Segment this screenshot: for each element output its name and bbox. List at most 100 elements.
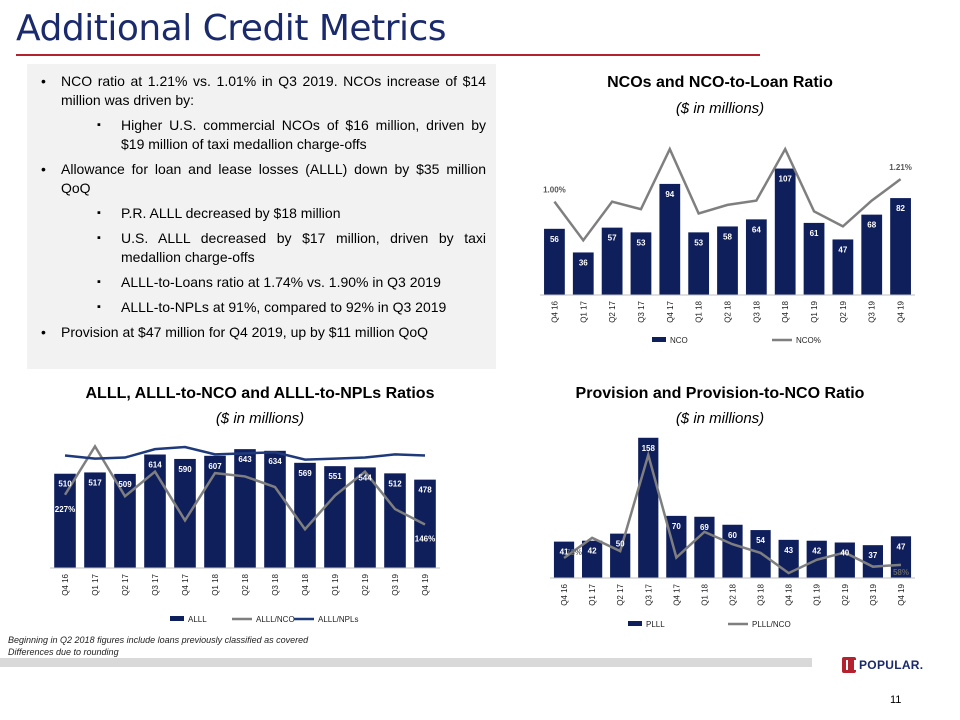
nco-chart: 1.00% 1.21% 56 36 57 53 94 53 58 64 107 61 47 68 82 Q4 … — [540, 146, 915, 345]
alll-bar — [294, 462, 316, 568]
nco-bar — [774, 168, 796, 295]
provision-bar-label: 50 — [616, 540, 625, 549]
alll-category-label: Q4 16 — [61, 573, 70, 595]
provision-bar — [862, 545, 883, 578]
alll-bar — [174, 458, 196, 568]
alll-category-label: Q4 18 — [301, 573, 310, 595]
alll-category-label: Q3 18 — [271, 573, 280, 595]
title-rule — [16, 54, 760, 56]
provision-category-label: Q2 17 — [616, 583, 625, 605]
nco-line-nco — [553, 146, 902, 243]
alll-category-label: Q3 17 — [151, 573, 160, 595]
provision-bar-label: 42 — [812, 547, 821, 556]
alll-bar — [264, 450, 286, 568]
nco-bar — [890, 198, 911, 295]
nco-bar — [572, 252, 594, 295]
nco-bar-label: 94 — [665, 190, 674, 199]
nco-bar-label: 53 — [637, 238, 646, 247]
nco-legend-swatch — [652, 337, 666, 342]
bullet-panel: NCO ratio at 1.21% vs. 1.01% in Q3 2019.… — [27, 64, 496, 369]
provision-bar-label: 43 — [784, 546, 793, 555]
provision-bar-label: 47 — [897, 542, 906, 551]
bullet-list: NCO ratio at 1.21% vs. 1.01% in Q3 2019.… — [37, 72, 486, 342]
provision-legend-label: PLLL/NCO — [752, 620, 791, 629]
provision-bar-label: 37 — [868, 551, 877, 560]
alll-bar — [324, 466, 346, 568]
alll-category-label: Q1 19 — [331, 573, 340, 595]
alll-bar-label: 544 — [358, 473, 372, 482]
alll-bar — [114, 473, 136, 568]
nco-bar-label: 36 — [579, 258, 588, 267]
provision-line-label: 58% — [893, 568, 909, 577]
nco-bar — [745, 219, 767, 295]
alll-category-label: Q1 18 — [211, 573, 220, 595]
sub-bullet-item: P.R. ALLL decreased by $18 million — [37, 204, 486, 223]
alll-category-label: Q2 17 — [121, 573, 130, 595]
provision-category-label: Q2 19 — [841, 583, 850, 605]
provision-bar-label: 60 — [728, 531, 737, 540]
nco-bar — [630, 232, 652, 295]
nco-bar-label: 57 — [608, 234, 617, 243]
nco-category-label: Q1 19 — [810, 300, 819, 322]
provision-bar-label: 158 — [642, 444, 656, 453]
alll-category-label: Q2 19 — [361, 573, 370, 595]
alll-chart: 227% 146% 91% 91% 510 517 509 614 590 607 643 634 56… — [50, 439, 440, 624]
alll-line-alllnco — [63, 443, 426, 532]
provision-category-label: Q1 18 — [700, 583, 709, 605]
alll-bar-label: 509 — [118, 480, 132, 489]
alll-category-label: Q3 19 — [391, 573, 400, 595]
alll-bar-label: 517 — [88, 478, 102, 487]
alll-bar-label: 614 — [148, 461, 162, 470]
provision-bar — [666, 515, 687, 578]
nco-bar-label: 58 — [723, 232, 732, 241]
provision-category-label: Q3 18 — [757, 583, 766, 605]
provision-category-label: Q4 16 — [560, 583, 569, 605]
popular-logo: POPULAR. — [842, 657, 923, 673]
alll-bar-label: 569 — [298, 469, 312, 478]
alll-bar-label: 607 — [208, 462, 222, 471]
nco-bar-label: 56 — [550, 235, 559, 244]
page-number: 11 — [890, 694, 902, 706]
alll-bar — [54, 473, 76, 568]
alll-bar-label: 634 — [268, 457, 282, 466]
alll-chart-subtitle: ($ in millions) — [215, 410, 305, 427]
nco-line-label: 1.21% — [889, 163, 912, 172]
nco-bar-label: 61 — [810, 229, 819, 238]
alll-bar-label: 551 — [328, 472, 342, 481]
nco-category-label: Q3 17 — [637, 300, 646, 322]
nco-bar — [803, 222, 825, 295]
provision-bar-label: 42 — [588, 547, 597, 556]
nco-category-label: Q3 19 — [868, 300, 877, 322]
alll-bar-label: 478 — [418, 486, 432, 495]
sub-bullet-item: ALLL-to-NPLs at 91%, compared to 92% in … — [37, 298, 486, 317]
alll-category-label: Q4 17 — [181, 573, 190, 595]
popular-logo-icon — [842, 657, 856, 673]
nco-legend-label: NCO — [670, 336, 688, 345]
provision-bar — [890, 536, 912, 578]
nco-bar-label: 82 — [896, 204, 905, 213]
alll-line-label: 146% — [415, 534, 435, 543]
provision-chart-title: Provision and Provision-to-NCO Ratio — [575, 385, 865, 402]
nco-category-label: Q2 19 — [839, 300, 848, 322]
provision-category-label: Q4 18 — [785, 583, 794, 605]
nco-category-label: Q2 18 — [724, 300, 733, 322]
sub-bullet-item: ALLL-to-Loans ratio at 1.74% vs. 1.90% i… — [37, 273, 486, 292]
provision-category-label: Q4 17 — [672, 583, 681, 605]
alll-legend-swatch — [170, 616, 184, 621]
sub-bullet-item: U.S. ALLL decreased by $17 million, driv… — [37, 229, 486, 267]
provision-category-label: Q3 19 — [869, 583, 878, 605]
provision-category-label: Q4 19 — [897, 583, 906, 605]
alll-bar — [384, 473, 406, 568]
provision-bar-label: 41 — [560, 548, 569, 557]
bullet-item: Provision at $47 million for Q4 2019, up… — [37, 323, 486, 342]
provision-legend-label: PLLL — [646, 620, 665, 629]
alll-line-label: 91% — [57, 439, 73, 448]
provision-category-label: Q3 17 — [644, 583, 653, 605]
alll-bar-label: 510 — [58, 480, 72, 489]
provision-bar-label: 69 — [700, 523, 709, 532]
alll-line-label: 227% — [55, 505, 75, 514]
provision-bar — [694, 516, 715, 578]
footnote-rounding: Differences due to rounding — [8, 647, 119, 657]
alll-bar — [144, 454, 166, 568]
nco-bar-label: 107 — [779, 175, 793, 184]
